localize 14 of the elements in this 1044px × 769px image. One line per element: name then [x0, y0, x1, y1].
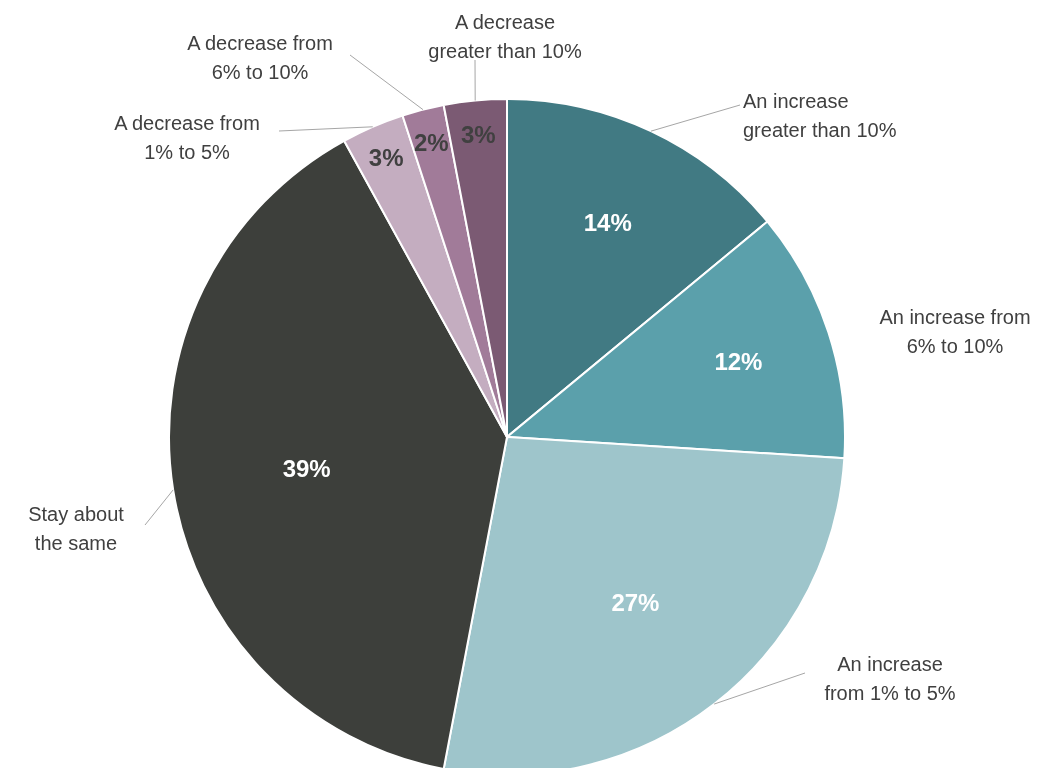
data-label: 14% [583, 209, 632, 237]
slice-label: An increase from 1% to 5% [824, 652, 956, 704]
data-label: 27% [611, 589, 660, 617]
slice-label: An increase from 6% to 10% [879, 305, 1031, 357]
data-label: 3% [368, 144, 404, 172]
slice-label: A decrease from 1% to 5% [114, 111, 260, 163]
slice-label: A decrease from 6% to 10% [187, 31, 333, 83]
slice-label: An increase greater than 10% [743, 89, 897, 141]
data-label: 3% [461, 120, 496, 148]
slice-label: A decrease greater than 10% [428, 10, 582, 62]
data-label: 12% [714, 348, 763, 376]
data-label: 39% [282, 455, 331, 483]
data-label: 2% [414, 128, 449, 156]
slice-label: Stay about the same [28, 502, 125, 554]
